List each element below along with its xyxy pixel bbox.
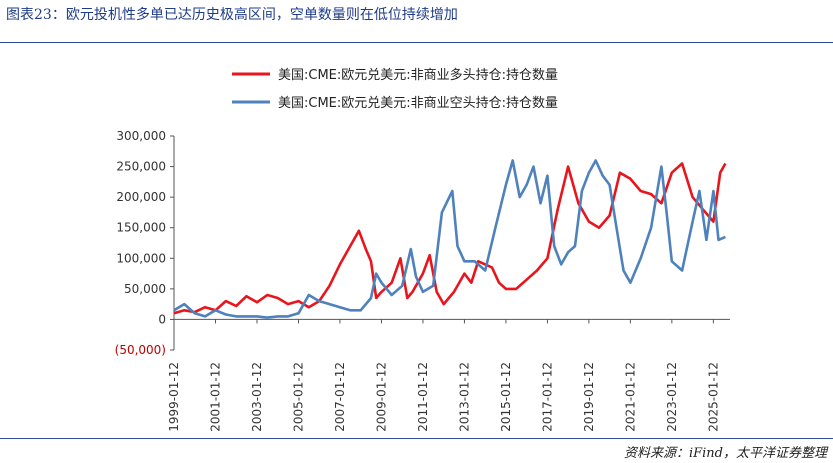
x-tick-label: 2017-01-12 bbox=[540, 362, 554, 432]
bottom-divider bbox=[0, 438, 833, 439]
axes: 300,000 250,000 200,000 150,000 100,000 50,00… bbox=[115, 129, 730, 432]
top-divider bbox=[0, 42, 833, 43]
y-tick-label: 0 bbox=[158, 312, 166, 326]
y-tick-label: (50,000) bbox=[115, 343, 166, 357]
y-tick-label: 50,000 bbox=[124, 282, 166, 296]
x-tick-label: 2005-01-12 bbox=[291, 362, 305, 432]
x-tick-label: 2019-01-12 bbox=[582, 362, 596, 432]
x-tick-label: 1999-01-12 bbox=[167, 362, 181, 432]
legend: 美国:CME:欧元兑美元:非商业多头持仓:持仓数量 美国:CME:欧元兑美元:非… bbox=[232, 67, 558, 111]
x-tick-label: 2025-01-12 bbox=[706, 362, 720, 432]
y-tick-label: 200,000 bbox=[116, 190, 166, 204]
y-tick-label: 150,000 bbox=[116, 221, 166, 235]
source-note: 资料来源：iFind，太平洋证券整理 bbox=[623, 446, 827, 461]
x-tick-label: 2023-01-12 bbox=[665, 362, 679, 432]
y-tick-label: 100,000 bbox=[116, 251, 166, 265]
chart-title: 图表23：欧元投机性多单已达历史极高区间，空单数量则在低位持续增加 bbox=[6, 7, 458, 23]
x-tick-label: 2021-01-12 bbox=[623, 362, 637, 432]
y-tick-label: 300,000 bbox=[116, 129, 166, 143]
x-tick-label: 2007-01-12 bbox=[333, 362, 347, 432]
x-tick-label: 2013-01-12 bbox=[457, 362, 471, 432]
y-tick-label: 250,000 bbox=[116, 160, 166, 174]
x-tick-label: 2001-01-12 bbox=[209, 362, 223, 432]
x-tick-label: 2009-01-12 bbox=[374, 362, 388, 432]
series-line-short bbox=[173, 159, 726, 319]
x-tick-label: 2015-01-12 bbox=[499, 362, 513, 432]
x-tick-label: 2011-01-12 bbox=[416, 362, 430, 432]
series-line-long bbox=[173, 162, 727, 315]
series-lines bbox=[173, 159, 727, 319]
legend-label-long: 美国:CME:欧元兑美元:非商业多头持仓:持仓数量 bbox=[278, 67, 558, 83]
legend-label-short: 美国:CME:欧元兑美元:非商业空头持仓:持仓数量 bbox=[278, 96, 558, 111]
x-tick-label: 2003-01-12 bbox=[250, 362, 264, 432]
